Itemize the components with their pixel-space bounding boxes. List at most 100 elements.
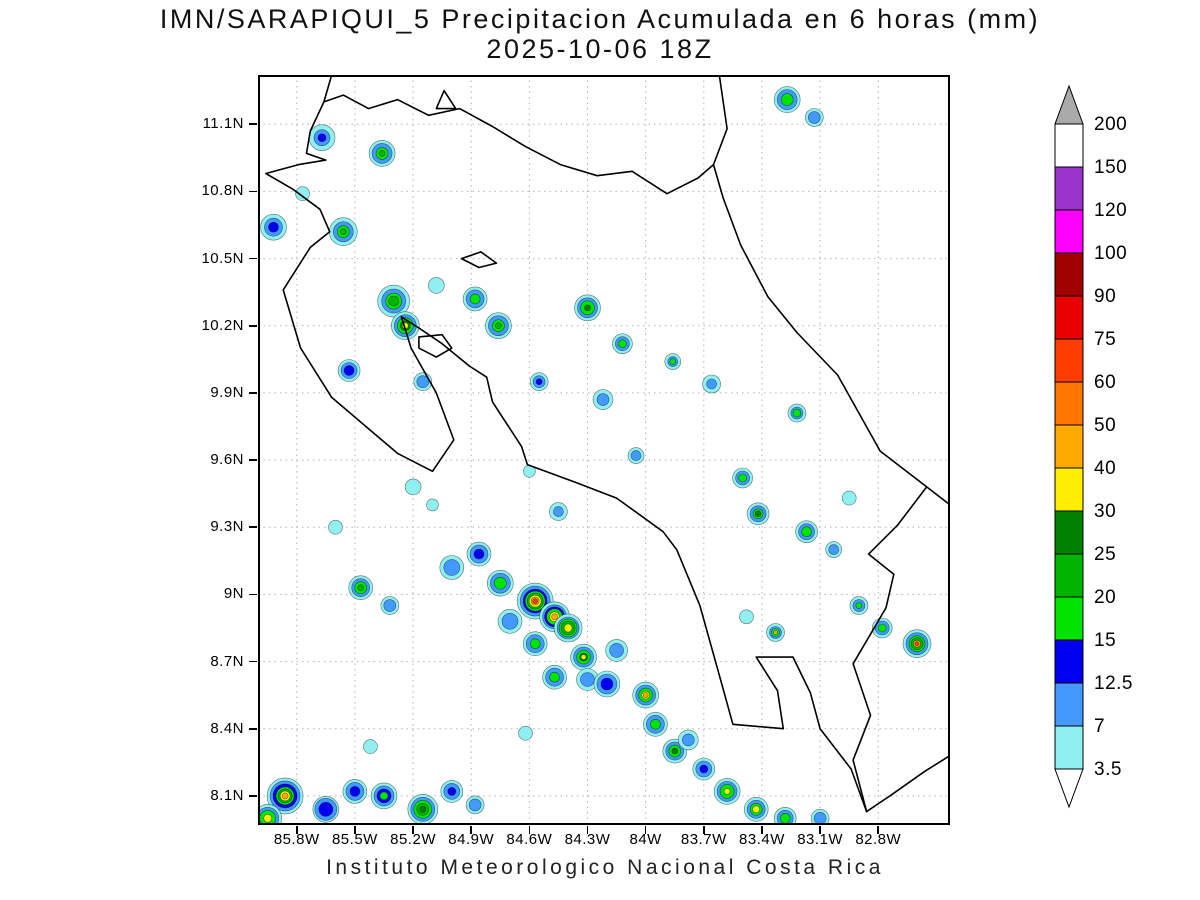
precip-cell (752, 805, 761, 814)
precip-cell (473, 548, 485, 560)
colorbar-label: 120 (1094, 200, 1127, 221)
colorbar-segment (1054, 424, 1084, 469)
lon-tick-mark (354, 826, 356, 834)
lon-tick-mark (412, 826, 414, 834)
precip-cell (671, 747, 679, 755)
precip-cell (584, 304, 591, 312)
precip-cell (773, 630, 778, 635)
lon-tick-mark (761, 826, 763, 834)
lat-tick-mark (249, 123, 257, 126)
precip-cell (828, 544, 840, 555)
colorbar-segment (1054, 725, 1084, 770)
precip-cell (549, 671, 560, 683)
colorbar-label: 100 (1094, 243, 1127, 264)
lat-tick-label: 9.3N (210, 518, 244, 536)
lon-tick-label: 85.5W (331, 831, 378, 848)
coastline-path (323, 94, 715, 195)
colorbar-label: 20 (1094, 587, 1116, 608)
precipitation-map (258, 75, 950, 825)
colorbar-label: 15 (1094, 630, 1116, 651)
precip-cell (494, 576, 507, 590)
precip-cell (596, 393, 610, 406)
precip-cell (813, 811, 827, 825)
precip-cell (357, 584, 364, 592)
lon-tick-label: 84W (629, 831, 662, 848)
lat-tick-label: 8.7N (210, 652, 244, 670)
precip-cell (295, 186, 310, 201)
precip-cell (447, 787, 457, 796)
precip-cell (388, 295, 399, 307)
precip-cell (363, 739, 378, 754)
precip-cell (754, 510, 762, 518)
lat-tick-mark (249, 459, 257, 461)
colorbar-label: 60 (1094, 372, 1116, 393)
colorbar-segment (1054, 381, 1084, 426)
lat-tick-label: 8.1N (210, 786, 244, 804)
precip-cell (855, 602, 863, 609)
precip-cell (469, 293, 481, 305)
colorbar-label: 75 (1094, 329, 1116, 350)
lat-tick-mark (249, 190, 257, 193)
coastline-path (852, 486, 928, 813)
coastline-path (712, 75, 950, 506)
precip-cell (343, 365, 355, 376)
lat-tick-label: 10.2N (201, 316, 244, 334)
figure-footer: Instituto Meteorologico Nacional Costa R… (326, 856, 884, 879)
lon-tick-mark (644, 826, 647, 834)
map-frame (258, 75, 950, 825)
colorbar-segment (1054, 295, 1084, 340)
precip-cell (650, 718, 661, 730)
precip-cell (739, 609, 754, 625)
colorbar-segment (1054, 123, 1084, 168)
lon-tick-label: 84.6W (506, 831, 553, 848)
precip-cell (630, 450, 642, 461)
precip-cell (378, 150, 386, 157)
colorbar-label: 50 (1094, 415, 1116, 436)
colorbar-segment (1054, 510, 1084, 555)
lon-tick-label: 85.8W (273, 831, 320, 848)
lat-tick-mark (249, 257, 257, 260)
colorbar-segment (1054, 553, 1084, 598)
colorbar-segment (1054, 467, 1084, 512)
lat-tick-mark (249, 392, 257, 394)
precip-cell (723, 788, 731, 795)
lon-tick-label: 85.2W (390, 831, 436, 848)
colorbar-segment (1054, 639, 1084, 684)
precip-cell (792, 408, 802, 418)
colorbar-label: 200 (1094, 114, 1127, 135)
colorbar-segment (1054, 596, 1084, 641)
colorbar: 200 150 120 100 90 75 60 50 40 30 25 20 15 12.5 7 3.5 (1054, 84, 1132, 809)
precip-cell (318, 801, 334, 817)
precip-cell (706, 378, 717, 390)
precip-cell (349, 786, 361, 797)
precip-cell (563, 623, 573, 633)
precip-cell (468, 798, 482, 812)
colorbar-segment (1054, 338, 1084, 383)
precip-cell (416, 375, 430, 389)
precip-cell (877, 623, 887, 633)
colorbar-label: 40 (1094, 458, 1116, 479)
precip-cell (529, 638, 541, 650)
precip-cell (580, 654, 587, 660)
precip-cell (779, 812, 791, 824)
precip-cell (553, 506, 564, 517)
lon-tick-mark (877, 826, 880, 834)
lon-tick-label: 84.3W (564, 831, 611, 848)
precip-cell (535, 378, 543, 386)
coastline-path (265, 75, 950, 813)
figure-datetime: 2025-10-06 18Z (486, 34, 714, 64)
precip-cell (268, 221, 279, 233)
lon-tick-label: 83.4W (739, 831, 785, 848)
precip-cell (699, 764, 709, 774)
precip-cell (379, 791, 389, 801)
lat-tick-label: 9N (223, 585, 244, 603)
precip-cell (263, 813, 272, 823)
precip-cell (532, 598, 539, 604)
colorbar-label: 90 (1094, 286, 1116, 307)
precip-cell (317, 133, 327, 143)
lat-tick-label: 9.6N (210, 451, 244, 469)
lon-tick-mark (295, 826, 298, 834)
coastline-path (435, 89, 457, 110)
precip-cell (404, 478, 422, 496)
